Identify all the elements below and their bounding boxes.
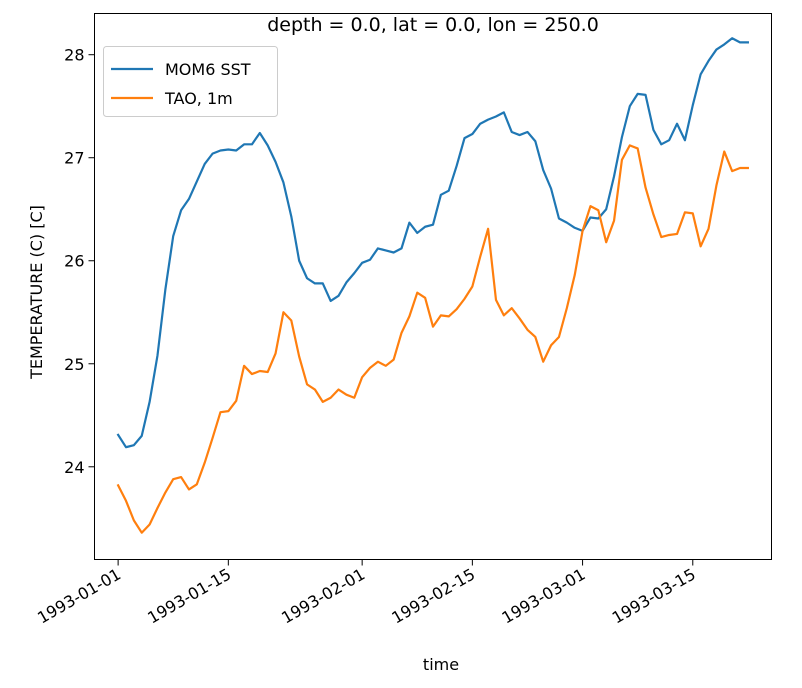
series-line-mom6-sst: [116, 37, 749, 449]
y-tick-label: 28: [64, 46, 84, 65]
plot-frame: [94, 13, 772, 560]
x-axis-label: time: [423, 655, 459, 674]
y-axis-label: TEMPERATURE (C) [C]: [27, 205, 46, 380]
y-tick-label: 27: [64, 149, 84, 168]
y-tick-label: 25: [64, 355, 84, 374]
y-tick-label: 24: [64, 458, 84, 477]
legend-label-mom6: MOM6 SST: [165, 60, 251, 79]
chart-title: depth = 0.0, lat = 0.0, lon = 250.0: [267, 14, 599, 36]
y-axis: 24 25 26 27 28: [64, 46, 95, 477]
legend: MOM6 SST TAO, 1m: [103, 46, 278, 117]
plot-series: [116, 37, 749, 534]
y-tick-label: 26: [64, 252, 84, 271]
series-line-tao-1m: [116, 144, 749, 534]
legend-label-tao: TAO, 1m: [164, 89, 233, 108]
